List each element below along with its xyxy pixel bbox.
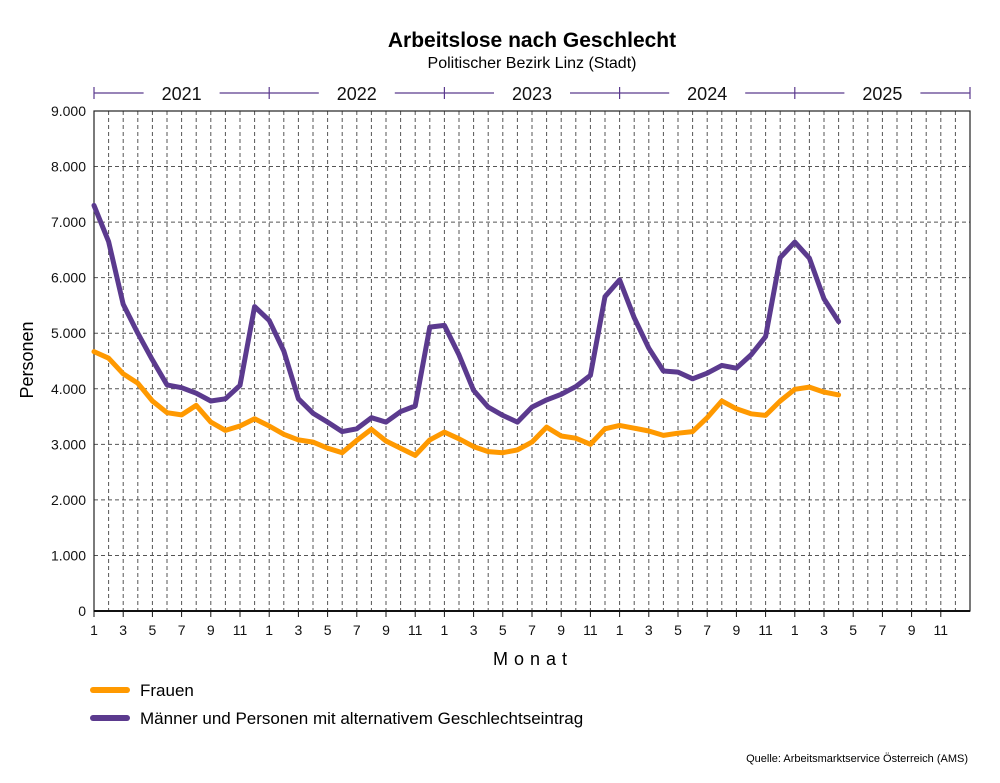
x-tick-label: 1 — [90, 622, 98, 638]
year-label: 2025 — [862, 84, 902, 104]
x-tick-label: 9 — [733, 622, 741, 638]
x-tick-label: 3 — [119, 622, 127, 638]
axis-layer — [93, 110, 971, 617]
x-tick-label: 9 — [557, 622, 565, 638]
x-tick-label: 5 — [149, 622, 157, 638]
x-tick-label: 7 — [353, 622, 361, 638]
series-line-maenner — [91, 202, 842, 435]
chart-subtitle: Politischer Bezirk Linz (Stadt) — [428, 55, 637, 72]
x-tick-label: 1 — [791, 622, 799, 638]
legend: Frauen Männer und Personen mit alternati… — [90, 681, 583, 728]
x-tick-label: 1 — [265, 622, 273, 638]
y-axis-label: Personen — [17, 321, 37, 398]
y-tick-label: 9.000 — [51, 103, 86, 119]
legend-label-maenner: Männer und Personen mit alternativem Ges… — [140, 709, 583, 728]
x-tick-label: 3 — [645, 622, 653, 638]
x-tick-label: 7 — [879, 622, 887, 638]
series-line-frauen — [91, 349, 842, 458]
x-tick-label: 11 — [408, 622, 423, 638]
y-tick-label: 0 — [78, 603, 86, 619]
x-tick-label: 5 — [499, 622, 507, 638]
x-tick-label: 3 — [820, 622, 828, 638]
y-tick-label: 3.000 — [51, 436, 86, 452]
y-tick-label: 6.000 — [51, 270, 86, 286]
x-tick-labels: 1 3 5 7 9 11 1 3 5 7 9 11 1 3 5 7 9 11 1 3 5 7 9 11 1 3 5 7 9 11 — [90, 622, 948, 638]
year-label: 2023 — [512, 84, 552, 104]
x-tick-label: 11 — [583, 622, 598, 638]
x-tick-label: 3 — [295, 622, 303, 638]
x-tick-label: 11 — [233, 622, 248, 638]
y-tick-label: 1.000 — [51, 547, 86, 563]
y-tick-label: 5.000 — [51, 325, 86, 341]
y-tick-labels: 0 1.000 2.000 3.000 4.000 5.000 6.000 7.000 8.00… — [51, 103, 86, 619]
x-tick-label: 5 — [849, 622, 857, 638]
source-note: Quelle: Arbeitsmarktservice Österreich (… — [746, 753, 968, 765]
x-tick-label: 9 — [207, 622, 215, 638]
y-tick-label: 7.000 — [51, 214, 86, 230]
x-tick-label: 11 — [758, 622, 773, 638]
year-label: 2022 — [337, 84, 377, 104]
x-tick-label: 7 — [178, 622, 186, 638]
y-tick-label: 8.000 — [51, 159, 86, 175]
x-tick-label: 9 — [382, 622, 390, 638]
x-tick-label: 7 — [703, 622, 711, 638]
x-tick-label: 5 — [324, 622, 332, 638]
grid-layer — [94, 110, 970, 611]
y-tick-label: 4.000 — [51, 381, 86, 397]
legend-label-frauen: Frauen — [140, 681, 194, 700]
plot-frame — [93, 110, 971, 612]
x-tick-label: 1 — [616, 622, 624, 638]
series-layer — [91, 202, 842, 458]
x-tick-label: 5 — [674, 622, 682, 638]
x-tick-label: 3 — [470, 622, 478, 638]
y-tick-label: 2.000 — [51, 492, 86, 508]
year-band: 2021 2022 2023 2024 2025 — [93, 84, 971, 104]
x-axis-label: Monat — [493, 649, 573, 669]
x-tick-label: 7 — [528, 622, 536, 638]
x-tick-label: 9 — [908, 622, 916, 638]
year-label: 2024 — [687, 84, 727, 104]
chart-title: Arbeitslose nach Geschlecht — [388, 29, 676, 52]
year-label: 2021 — [162, 84, 202, 104]
x-tick-label: 11 — [934, 622, 949, 638]
x-tick-label: 1 — [441, 622, 449, 638]
